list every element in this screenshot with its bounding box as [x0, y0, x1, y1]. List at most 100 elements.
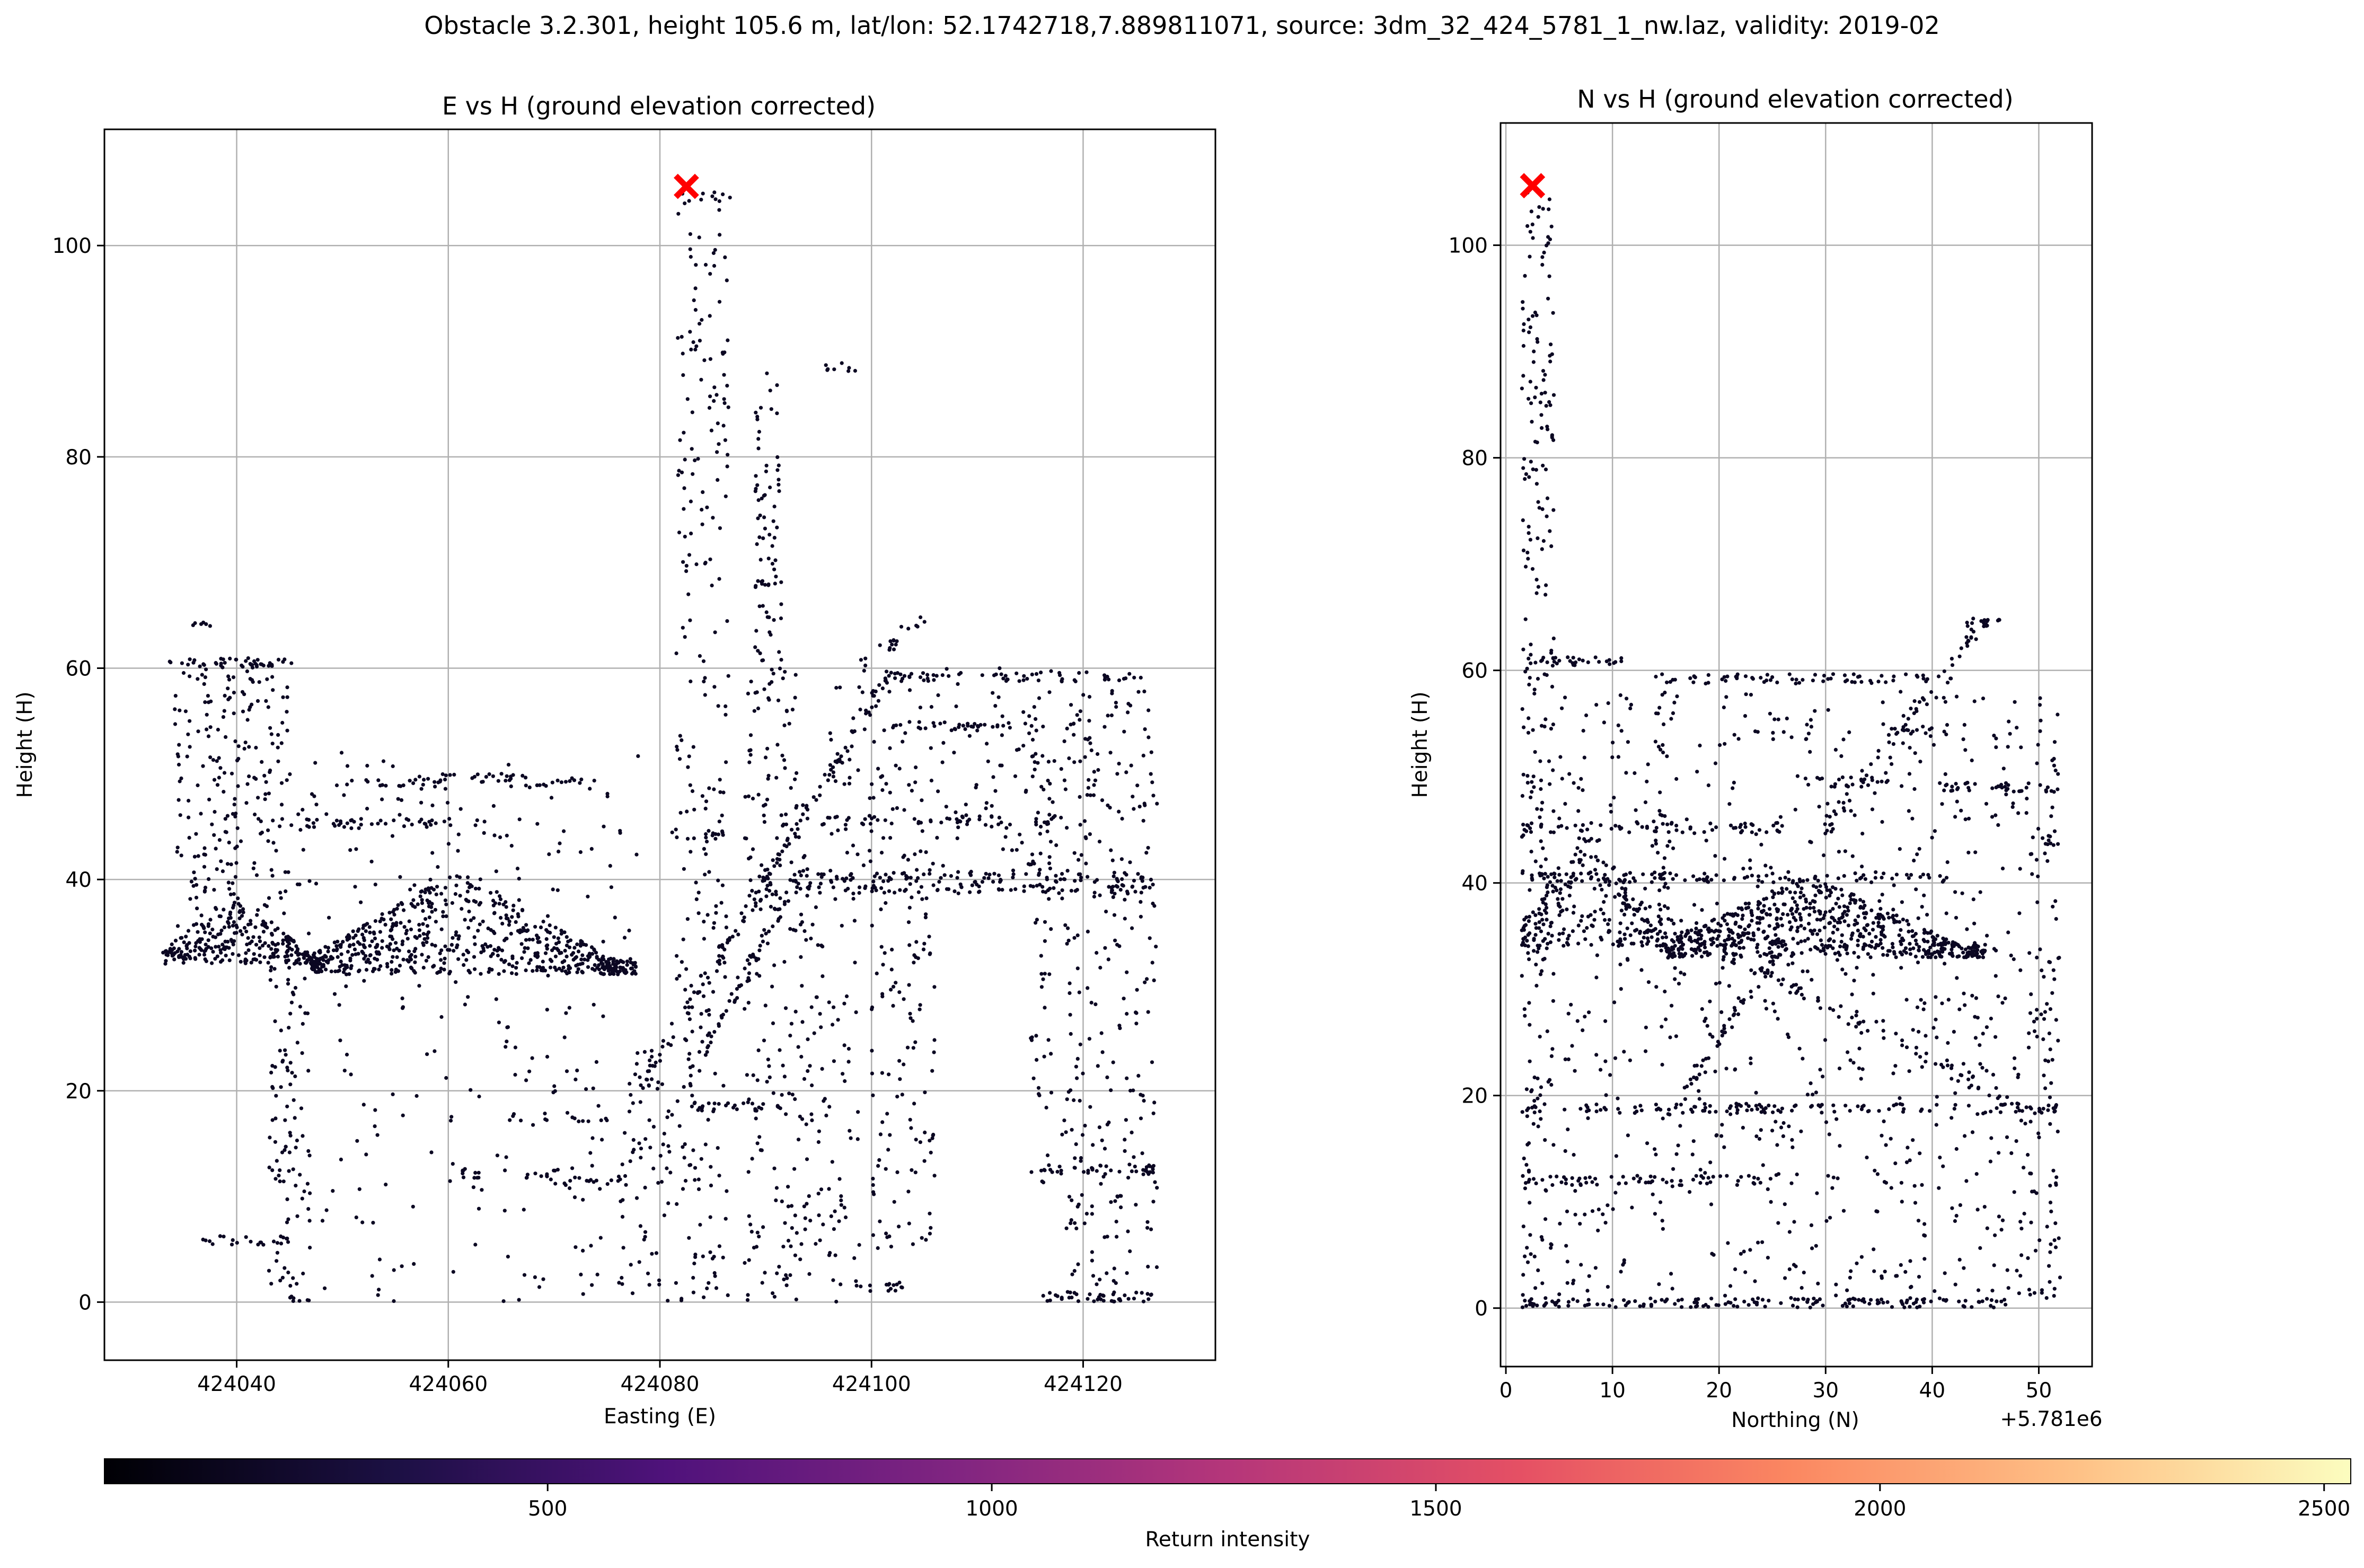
data-point [356, 940, 360, 944]
data-point [391, 834, 394, 838]
data-point [705, 506, 709, 509]
data-point [828, 816, 832, 820]
data-point [1033, 768, 1037, 771]
data-point [503, 1209, 507, 1212]
data-point [1871, 778, 1874, 782]
data-point [857, 685, 861, 689]
data-point [1117, 1170, 1121, 1174]
data-point [2027, 781, 2031, 785]
data-point [1659, 1108, 1662, 1112]
data-point [257, 817, 260, 821]
data-point [1152, 1100, 1156, 1104]
data-point [1030, 673, 1034, 676]
data-point [1532, 1099, 1536, 1103]
data-point [1689, 1305, 1692, 1309]
data-point [839, 1199, 843, 1202]
data-point [1766, 968, 1769, 972]
data-point [249, 919, 252, 922]
data-point [969, 873, 973, 877]
data-point [263, 792, 267, 796]
data-point [908, 1012, 912, 1016]
data-point [919, 615, 922, 619]
data-point [1527, 475, 1531, 479]
data-point [209, 725, 213, 729]
data-point [1124, 1118, 1128, 1122]
data-point [306, 1182, 310, 1186]
data-point [843, 782, 846, 786]
data-point [513, 1073, 517, 1077]
data-point [1139, 1116, 1143, 1120]
data-point [1123, 1149, 1127, 1153]
data-point [1143, 981, 1146, 984]
data-point [476, 929, 480, 932]
data-point [881, 879, 885, 883]
data-point [1525, 1114, 1529, 1118]
data-point [542, 782, 545, 786]
data-point [462, 1176, 465, 1179]
data-point [1981, 1299, 1984, 1303]
data-point [752, 1073, 755, 1077]
data-point [511, 1114, 515, 1118]
data-point [1530, 780, 1533, 784]
data-point [1040, 754, 1044, 757]
data-point [231, 882, 234, 885]
data-point [452, 773, 456, 777]
data-point [1066, 927, 1070, 930]
data-point [1080, 853, 1083, 857]
data-point [1098, 1125, 1101, 1129]
data-point [327, 946, 330, 949]
data-point [2047, 1104, 2050, 1107]
data-point [365, 764, 369, 768]
data-point [434, 920, 438, 923]
data-point [363, 923, 367, 927]
data-point [565, 955, 569, 958]
data-point [262, 664, 266, 667]
data-point [440, 928, 444, 931]
data-point [1866, 1029, 1869, 1033]
data-point [2004, 1303, 2007, 1307]
data-point [639, 1100, 642, 1104]
data-point [1863, 904, 1866, 908]
data-point [552, 935, 556, 939]
data-point [1064, 1130, 1068, 1134]
data-point [268, 661, 272, 665]
data-point [492, 911, 496, 915]
data-point [828, 1251, 832, 1255]
data-point [836, 752, 840, 756]
data-point [1522, 549, 1525, 552]
data-point [339, 1158, 343, 1161]
data-point [1113, 939, 1117, 942]
data-point [193, 945, 197, 948]
data-point [1608, 662, 1611, 666]
data-point [818, 1238, 822, 1242]
data-point [554, 968, 558, 972]
data-point [1987, 1094, 1991, 1097]
data-point [658, 1059, 662, 1063]
data-point [602, 940, 605, 944]
data-point [863, 886, 867, 890]
data-point [997, 874, 1001, 877]
data-point [1989, 1109, 1992, 1113]
data-point [315, 818, 319, 822]
data-point [947, 674, 950, 678]
data-point [1092, 783, 1096, 787]
data-point [466, 950, 470, 954]
data-point [1037, 696, 1041, 700]
data-point [1134, 1021, 1138, 1025]
data-point [1128, 703, 1132, 707]
data-point [676, 212, 680, 216]
data-point [957, 672, 961, 676]
data-point [907, 783, 911, 787]
data-point [797, 1045, 800, 1049]
data-point [1046, 779, 1050, 782]
data-point [1052, 886, 1055, 890]
data-point [324, 967, 328, 971]
data-point [1641, 873, 1645, 876]
data-point [298, 883, 302, 886]
data-point [681, 1187, 685, 1191]
data-point [188, 674, 191, 678]
data-point [1648, 1297, 1652, 1300]
data-point [2005, 1095, 2009, 1099]
data-point [1590, 821, 1593, 825]
data-point [375, 952, 379, 955]
